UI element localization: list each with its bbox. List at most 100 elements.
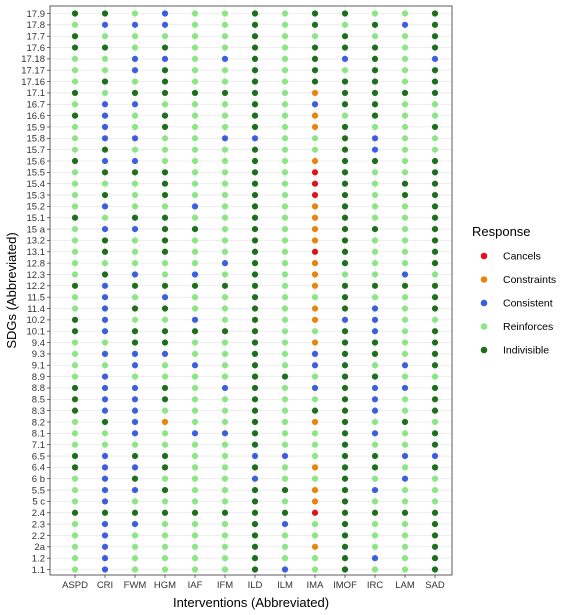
data-point	[281, 509, 289, 516]
data-point	[161, 101, 169, 108]
data-point	[221, 237, 229, 244]
data-point	[401, 396, 409, 403]
data-point	[431, 418, 439, 426]
data-point	[431, 214, 439, 221]
data-point	[131, 282, 139, 289]
data-point	[251, 248, 259, 255]
data-point	[131, 248, 139, 255]
y-tick-label: 8.8	[32, 383, 45, 394]
data-point	[71, 101, 79, 108]
data-point	[281, 78, 289, 85]
data-point	[431, 521, 439, 528]
data-point	[281, 305, 289, 312]
data-point	[71, 180, 79, 187]
data-point	[341, 362, 349, 369]
y-tick-label: 8.5	[32, 395, 45, 406]
legend-swatch	[480, 346, 488, 354]
data-point	[311, 191, 319, 199]
data-point	[161, 214, 169, 221]
data-point	[401, 271, 409, 278]
data-point	[431, 123, 439, 131]
data-point	[101, 78, 109, 85]
y-tick-label: 17.17	[21, 66, 45, 77]
data-point	[191, 396, 199, 403]
data-point	[401, 10, 409, 17]
data-point	[371, 452, 379, 460]
data-point	[161, 180, 169, 187]
data-point	[161, 248, 169, 255]
y-tick-label: 15.7	[27, 145, 46, 156]
data-point	[71, 486, 79, 494]
data-point	[161, 384, 169, 392]
data-point	[311, 328, 319, 335]
data-point	[401, 486, 409, 494]
data-point	[131, 21, 139, 28]
data-point	[281, 21, 289, 28]
data-point	[341, 407, 349, 414]
data-point	[71, 33, 79, 40]
data-point	[401, 248, 409, 255]
data-point	[161, 521, 169, 528]
data-point	[161, 509, 169, 516]
data-point	[371, 146, 379, 153]
y-axis-title: SDGs (Abbreviated)	[4, 232, 19, 348]
data-point	[101, 225, 109, 233]
x-axis-title: Interventions (Abbreviated)	[173, 595, 329, 610]
data-point	[371, 44, 379, 51]
x-tick-label: CRI	[97, 580, 113, 591]
data-point	[131, 362, 139, 369]
data-point	[221, 566, 229, 573]
y-tick-label: 2a	[34, 542, 45, 553]
data-point	[311, 441, 319, 448]
data-point	[281, 566, 289, 573]
data-point	[221, 486, 229, 494]
data-point	[281, 101, 289, 108]
data-point	[251, 10, 259, 17]
data-point	[101, 157, 109, 165]
data-point	[71, 78, 79, 85]
data-point	[341, 305, 349, 312]
data-point	[311, 532, 319, 539]
data-point	[251, 316, 259, 323]
data-point	[191, 191, 199, 199]
data-point	[431, 203, 439, 210]
data-point	[191, 180, 199, 187]
data-point	[401, 407, 409, 414]
data-point	[161, 260, 169, 267]
data-point	[161, 396, 169, 403]
data-point	[161, 89, 169, 97]
data-point	[191, 101, 199, 108]
data-point	[161, 78, 169, 85]
x-tick-label: LAM	[395, 580, 415, 591]
data-point	[131, 123, 139, 131]
legend-swatch	[480, 299, 488, 307]
data-point	[311, 248, 319, 255]
y-tick-label: 15.4	[27, 179, 46, 190]
data-point	[311, 157, 319, 165]
data-point	[341, 169, 349, 176]
data-point	[401, 384, 409, 392]
data-point	[311, 362, 319, 369]
data-point	[221, 135, 229, 142]
data-point	[131, 328, 139, 335]
data-point	[161, 532, 169, 539]
data-point	[371, 55, 379, 62]
y-tick-label: 11.5	[27, 292, 45, 303]
data-point	[251, 543, 259, 550]
x-tick-label: SAD	[425, 580, 445, 591]
x-tick-label: HGM	[154, 580, 176, 591]
data-point	[341, 509, 349, 516]
data-point	[101, 464, 109, 471]
data-point	[161, 10, 169, 17]
data-point	[341, 67, 349, 74]
data-point	[281, 407, 289, 414]
data-point	[131, 350, 139, 358]
data-point	[401, 101, 409, 108]
data-point	[101, 203, 109, 210]
data-point	[221, 532, 229, 539]
data-point	[161, 112, 169, 119]
data-point	[161, 566, 169, 573]
data-point	[131, 464, 139, 471]
data-point	[71, 362, 79, 369]
data-point	[281, 146, 289, 153]
